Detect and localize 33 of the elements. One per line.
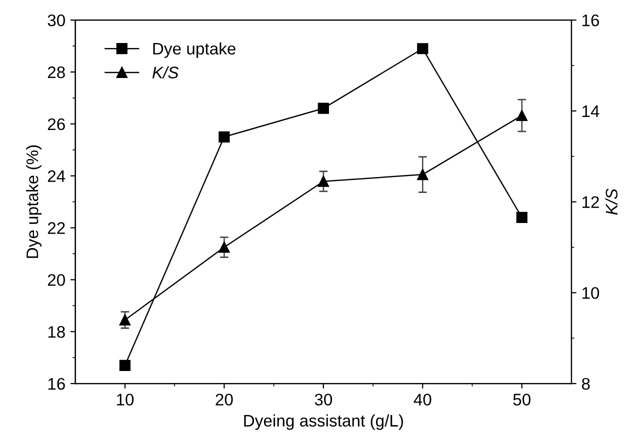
- y2-tick-label: 8: [582, 378, 590, 390]
- y2-axis-title: K/S: [605, 188, 618, 215]
- y2-tick-label: 10: [582, 287, 600, 299]
- point: [218, 242, 230, 253]
- y-tick-label: 26: [48, 118, 65, 130]
- x-tick-label: 50: [513, 394, 530, 406]
- x-axis-title: Dyeing assistant (g/L): [244, 414, 403, 430]
- y-tick-label: 30: [48, 14, 65, 26]
- x-tick-label: 20: [216, 394, 233, 406]
- y-tick-label: 22: [48, 222, 65, 234]
- x-tick-label: 40: [414, 394, 432, 406]
- point: [119, 360, 131, 371]
- point: [417, 43, 428, 54]
- point: [318, 102, 329, 114]
- y-tick-label: 20: [48, 274, 65, 286]
- x-tick-label: 30: [314, 394, 332, 406]
- point: [417, 168, 428, 180]
- x-tick-label: 10: [116, 394, 134, 406]
- y-tick-label: 18: [48, 326, 65, 338]
- point: [119, 314, 131, 326]
- y2-tick-label: 16: [582, 14, 600, 26]
- y-tick-label: 16: [48, 378, 65, 390]
- y-axis-title: Dye uptake (%): [26, 145, 42, 258]
- y-tick-label: 28: [48, 66, 65, 78]
- legend-label: Dye uptake: [153, 42, 236, 58]
- point: [318, 176, 329, 187]
- point: [516, 110, 528, 122]
- y2-tick-label: 12: [582, 196, 599, 208]
- y-tick-label: 24: [48, 170, 66, 182]
- y2-tick-label: 14: [582, 106, 600, 117]
- legend-label: K/S: [152, 66, 179, 78]
- point: [218, 131, 230, 142]
- point: [516, 212, 528, 223]
